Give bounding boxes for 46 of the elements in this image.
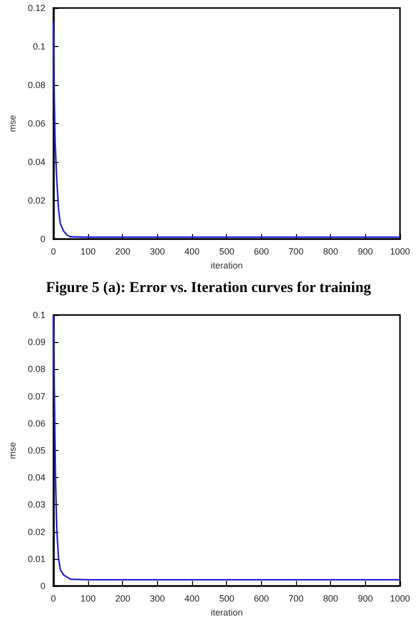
y-tick-label: 0.06 xyxy=(28,418,46,428)
x-tick-label: 700 xyxy=(288,594,304,604)
x-tick-label: 700 xyxy=(288,246,304,257)
x-tick-label: 100 xyxy=(80,594,96,604)
x-axis-title: iteration xyxy=(210,607,243,618)
y-tick-label: 0.1 xyxy=(32,310,46,320)
x-tick-label: 1000 xyxy=(390,246,410,257)
y-tick-label: 0.08 xyxy=(28,80,46,90)
y-tick-label: 0.05 xyxy=(28,446,46,456)
x-tick-label: 1000 xyxy=(390,594,410,604)
x-tick-label: 0 xyxy=(50,246,56,257)
x-tick-label: 200 xyxy=(115,594,130,604)
x-tick-label: 900 xyxy=(358,594,373,604)
y-tick-label: 0.03 xyxy=(28,500,46,510)
y-tick-label: 0.01 xyxy=(28,554,46,564)
x-tick-label: 900 xyxy=(358,246,373,257)
y-tick-label: 0.02 xyxy=(28,196,46,206)
y-tick-label: 0.02 xyxy=(28,526,46,537)
x-tick-label: 500 xyxy=(219,594,234,604)
y-tick-label: 0.12 xyxy=(28,3,46,13)
y-axis-title: mse xyxy=(8,115,18,132)
x-tick-label: 300 xyxy=(150,594,165,604)
x-tick-label: 800 xyxy=(323,246,338,257)
y-tick-label: 0.07 xyxy=(28,391,46,402)
y-tick-label: 0 xyxy=(40,234,46,244)
x-tick-label: 0 xyxy=(50,594,56,604)
x-tick-label: 100 xyxy=(80,246,96,257)
line-series xyxy=(52,314,401,581)
y-tick-label: 0.06 xyxy=(28,118,46,129)
y-tick-label: 0.09 xyxy=(28,337,46,348)
x-tick-label: 300 xyxy=(150,246,165,257)
y-tick-label: 0 xyxy=(40,581,46,591)
x-tick-label: 200 xyxy=(115,246,130,257)
y-tick-label: 0.08 xyxy=(28,364,46,374)
y-axis-title: mse xyxy=(8,442,18,460)
x-axis-title: iteration xyxy=(210,260,243,270)
x-tick-label: 800 xyxy=(323,594,338,604)
x-tick-label: 600 xyxy=(254,594,269,604)
y-tick-label: 0.1 xyxy=(32,42,46,52)
caption: Figure 5 (a): Error vs. Iteration curves for training xyxy=(44,279,372,298)
y-tick-label: 0.04 xyxy=(28,472,46,483)
x-tick-label: 400 xyxy=(184,246,200,257)
y-tick-label: 0.04 xyxy=(28,157,46,168)
x-tick-label: 500 xyxy=(219,246,234,257)
x-tick-label: 400 xyxy=(184,594,200,604)
x-tick-label: 600 xyxy=(254,246,269,257)
